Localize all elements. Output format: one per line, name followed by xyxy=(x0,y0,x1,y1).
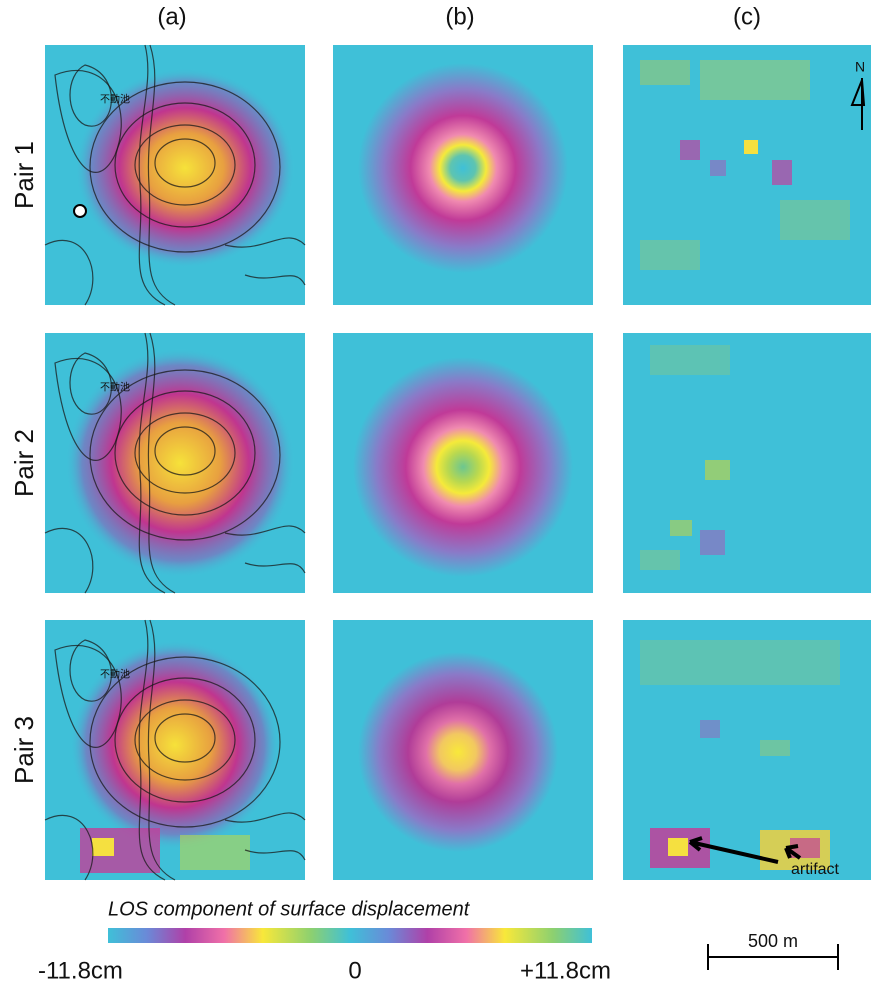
colorbar-label: +11.8cm xyxy=(520,957,611,984)
colorbar-label: -11.8cm xyxy=(38,957,123,984)
map-panel: 不動池 xyxy=(45,620,305,880)
column-label: (a) xyxy=(157,3,186,30)
scale-label: 500 m xyxy=(748,931,798,951)
colorbar xyxy=(108,928,592,943)
model-pattern xyxy=(358,652,558,852)
model-pattern xyxy=(358,63,568,273)
map-panel: 不動池 xyxy=(45,333,305,593)
annotation: artifact xyxy=(791,861,840,878)
map-label: 不動池 xyxy=(100,668,130,681)
map-panel: 不動池 xyxy=(45,45,305,305)
row-label: Pair 3 xyxy=(9,716,39,784)
residual-panel xyxy=(623,333,871,593)
model-pattern xyxy=(353,357,573,577)
figure: (a) (b) (c) Pair 1 Pair 2 Pair 3 不動池 不動池… xyxy=(0,0,874,987)
residual-panel: artifact xyxy=(623,620,871,880)
colorbar-label: 0 xyxy=(348,957,361,984)
map-label: 不動池 xyxy=(100,93,130,106)
row-label: Pair 1 xyxy=(9,141,39,209)
column-label: (c) xyxy=(733,3,761,30)
colorbar-title: LOS component of surface displacement xyxy=(108,898,471,920)
residual-panel: N xyxy=(623,45,871,305)
map-label: 不動池 xyxy=(100,381,130,394)
column-label: (b) xyxy=(445,3,474,30)
north-label: N xyxy=(855,59,865,75)
row-label: Pair 2 xyxy=(9,429,39,497)
